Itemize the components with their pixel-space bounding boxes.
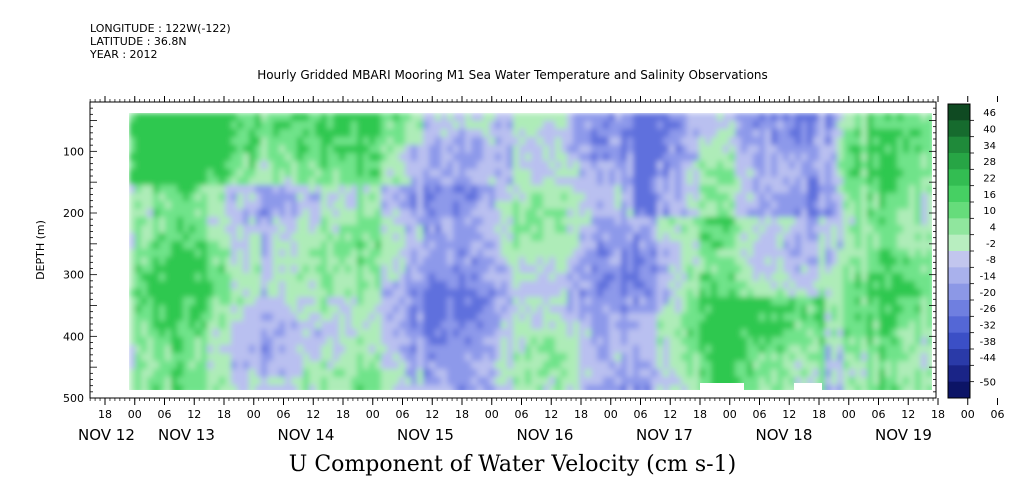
x-hour-tick-label: 06 [872, 408, 886, 421]
colorbar-swatch [948, 349, 970, 366]
x-hour-tick-label: 06 [277, 408, 291, 421]
x-hour-tick-label: 18 [693, 408, 707, 421]
colorbar-label: 40 [983, 125, 996, 136]
x-date-label: NOV 17 [636, 426, 693, 444]
x-hour-tick-label: 00 [366, 408, 380, 421]
year-label: YEAR : 2012 [90, 48, 158, 61]
y-tick-label: 400 [63, 330, 84, 343]
colorbar-swatch [948, 120, 970, 138]
x-hour-tick-label: 12 [663, 408, 677, 421]
x-hour-tick-label: 06 [753, 408, 767, 421]
longitude-label: LONGITUDE : 122W(-122) [90, 22, 231, 35]
x-hour-tick-label: 06 [158, 408, 172, 421]
colorbar-label: 10 [983, 206, 996, 217]
colorbar-label: 16 [983, 190, 996, 201]
x-hour-tick-label: 00 [485, 408, 499, 421]
x-hour-tick-label: 12 [187, 408, 201, 421]
x-hour-tick-label: 18 [931, 408, 945, 421]
velocity-field [129, 113, 932, 390]
x-hour-tick-label: 18 [455, 408, 469, 421]
x-hour-tick-label: 00 [723, 408, 737, 421]
colorbar-swatch [948, 218, 970, 236]
colorbar-label: 46 [983, 108, 996, 119]
colorbar-label: 34 [983, 141, 996, 152]
x-date-label: NOV 12 [78, 426, 135, 444]
x-hour-tick-label: 00 [604, 408, 618, 421]
x-hour-tick-label: 18 [336, 408, 350, 421]
colorbar-label: -32 [980, 321, 996, 332]
x-hour-tick-label: 00 [128, 408, 142, 421]
x-hour-tick-label: 12 [306, 408, 320, 421]
colorbar-swatch [948, 332, 970, 350]
x-date-label: NOV 16 [517, 426, 574, 444]
y-tick-label: 500 [63, 392, 84, 405]
x-hour-tick-label: 18 [812, 408, 826, 421]
x-date-label: NOV 13 [158, 426, 215, 444]
x-hour-tick-label: 00 [247, 408, 261, 421]
colorbar-label: -44 [980, 353, 996, 364]
metadata-block: LONGITUDE : 122W(-122) LATITUDE : 36.8N … [90, 22, 231, 61]
chart-title: Hourly Gridded MBARI Mooring M1 Sea Wate… [257, 68, 768, 82]
colorbar-label: 4 [990, 223, 996, 234]
colorbar-label: -14 [980, 272, 996, 283]
colorbar-swatch [948, 381, 970, 399]
x-hour-tick-label: 06 [515, 408, 529, 421]
colorbar-swatch [948, 185, 970, 203]
x-hour-tick-label: 06 [634, 408, 648, 421]
x-hour-tick-label: 06 [396, 408, 410, 421]
colorbar-swatch [948, 251, 970, 268]
colorbar: 46 40 34 28 22 16 10 4 -2 -8 -14 -20 -26 -32 -38 -44 -50 [947, 103, 996, 399]
colorbar-swatch [948, 300, 970, 317]
colorbar-swatch [948, 202, 970, 219]
y-tick-label: 100 [63, 145, 84, 158]
plot-axes: 18 00 06 12 18 00 06 12 18 00 06 12 18 00 06 12 18 00 06 12… [34, 96, 1005, 444]
x-axis-title: U Component of Water Velocity (cm s-1) [288, 452, 737, 477]
x-date-label: NOV 15 [397, 426, 454, 444]
y-axis-title: DEPTH (m) [34, 220, 47, 280]
x-date-label: NOV 14 [278, 426, 335, 444]
x-hour-tick-label: 06 [991, 408, 1005, 421]
x-hour-tick-label: 12 [901, 408, 915, 421]
x-hour-tick-label: 12 [782, 408, 796, 421]
x-hour-tick-label: 18 [217, 408, 231, 421]
latitude-label: LATITUDE : 36.8N [90, 35, 187, 48]
x-hour-tick-label: 12 [544, 408, 558, 421]
y-tick-label: 300 [63, 269, 84, 282]
colorbar-label: 28 [983, 157, 996, 168]
colorbar-label: -26 [980, 304, 996, 315]
colorbar-swatch [948, 153, 970, 170]
colorbar-label: -8 [986, 255, 996, 266]
colorbar-swatch [948, 283, 970, 301]
colorbar-label: 22 [983, 174, 996, 185]
colorbar-swatch [948, 267, 970, 285]
colorbar-swatch [948, 136, 970, 154]
x-hour-tick-label: 00 [961, 408, 975, 421]
colorbar-swatch [948, 365, 970, 383]
x-date-label: NOV 19 [875, 426, 932, 444]
x-hour-tick-label: 12 [425, 408, 439, 421]
x-date-label: NOV 18 [756, 426, 813, 444]
colorbar-swatch [948, 316, 970, 334]
y-tick-label: 200 [63, 207, 84, 220]
colorbar-label: -2 [986, 239, 996, 250]
x-hour-tick-label: 18 [98, 408, 112, 421]
colorbar-swatch [948, 104, 970, 121]
colorbar-label: -20 [980, 288, 996, 299]
colorbar-swatch [948, 169, 970, 187]
colorbar-label: -38 [980, 337, 996, 348]
colorbar-swatch [948, 234, 970, 252]
x-hour-tick-label: 18 [574, 408, 588, 421]
colorbar-label: -50 [980, 378, 996, 389]
x-hour-tick-label: 00 [842, 408, 856, 421]
